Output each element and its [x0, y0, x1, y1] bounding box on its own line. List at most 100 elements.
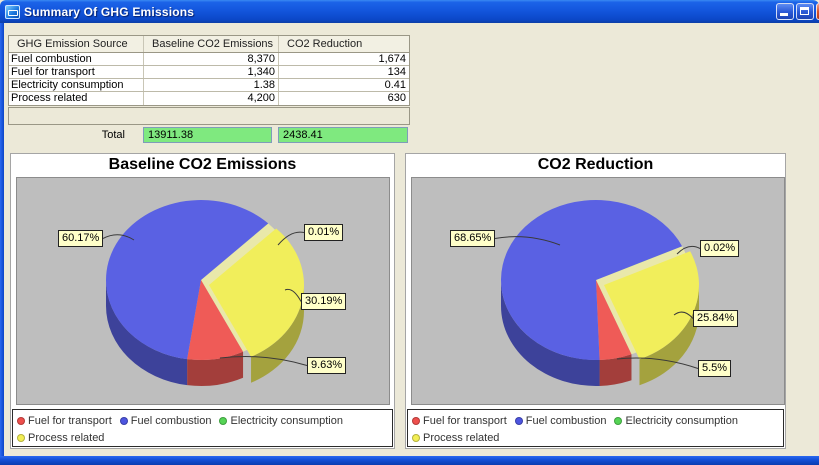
legend-item: Fuel for transport — [17, 412, 112, 429]
maximize-icon — [800, 7, 809, 15]
total-label: Total — [101, 129, 125, 141]
table-cell[interactable]: 630 — [387, 92, 406, 104]
pct-label: 9.63% — [307, 357, 347, 374]
table-cell[interactable]: 1,340 — [144, 66, 279, 78]
legend-label: Fuel for transport — [28, 414, 112, 427]
table-cell[interactable]: 4,200 — [144, 92, 279, 105]
pie-3d — [494, 200, 701, 386]
label-leader-line — [277, 231, 305, 246]
titlebar-buttons — [776, 3, 819, 20]
pie-slice-side — [251, 285, 304, 383]
pie-slice-fuel-for-transport — [187, 280, 244, 360]
table-cell[interactable]: Process related — [9, 92, 144, 105]
label-leader-line — [673, 311, 694, 319]
pct-label: 0.01% — [304, 224, 344, 241]
reduction-chart-title: CO2 Reduction — [537, 156, 654, 173]
window-border-bottom — [0, 456, 819, 465]
table-cell[interactable]: 0.41 — [384, 79, 406, 91]
reduction-chart-legend: Fuel for transport Fuel combustion Electri… — [407, 409, 784, 447]
pie-slice-side — [599, 354, 632, 386]
maximize-button[interactable] — [796, 3, 814, 20]
legend-dot-icon — [219, 416, 228, 425]
total-row: Total 13911.38 2438.41 — [0, 127, 420, 144]
pie-slice-side — [187, 351, 244, 386]
app-icon[interactable] — [5, 4, 20, 19]
pie-slice-process-related — [604, 251, 699, 360]
legend-label: Electricity consumption — [230, 414, 343, 427]
pct-label: 0.02% — [700, 240, 740, 257]
total-reduction-field[interactable]: 2438.41 — [278, 127, 408, 143]
legend-dot-icon — [412, 416, 420, 425]
legend-item: Electricity consumption — [614, 412, 738, 429]
table-row[interactable]: Electricity consumption 1.38 0.41 — [9, 79, 409, 92]
table-cell[interactable]: 1.38 — [144, 79, 279, 91]
legend-dot-icon — [119, 416, 128, 425]
legend-dot-icon — [17, 433, 25, 442]
label-leader-line — [219, 355, 308, 366]
legend-dot-icon — [17, 416, 25, 425]
table-empty-area — [8, 107, 410, 125]
pie-slice-process-related — [209, 228, 305, 357]
table-cell[interactable]: 134 — [387, 66, 406, 78]
pct-label: 60.17% — [58, 230, 104, 247]
minimize-button[interactable] — [776, 3, 794, 20]
pie-3d — [102, 200, 308, 386]
pie-slice-electricity-consumption — [596, 246, 683, 280]
legend-dot-icon — [614, 416, 623, 425]
legend-label: Electricity consumption — [625, 414, 738, 427]
legend-label: Process related — [28, 431, 105, 444]
legend-label: Fuel combustion — [130, 414, 212, 427]
baseline-chart-title: Baseline CO2 Emissions — [108, 156, 297, 173]
legend-item: Electricity consumption — [219, 412, 343, 429]
table-row[interactable]: Fuel combustion 8,370 1,674 — [9, 53, 409, 66]
total-baseline-field[interactable]: 13911.38 — [143, 127, 272, 143]
legend-item: Process related — [17, 429, 104, 446]
legend-label: Fuel for transport — [423, 414, 507, 427]
legend-label: Process related — [423, 431, 500, 444]
baseline-pie-chart: 60.17% 0.01% 30.19% 9.63% — [16, 177, 390, 405]
table-cell[interactable]: Fuel for transport — [9, 66, 144, 78]
table-cell[interactable]: 8,370 — [144, 53, 279, 65]
pie-slice-electricity-consumption — [201, 223, 269, 280]
reduction-chart-panel: CO2 Reduction 68.65% 0.02% 25.84% 5.5% Fuel… — [405, 153, 786, 449]
column-header-baseline[interactable]: Baseline CO2 Emissions — [144, 36, 279, 52]
label-leader-line — [676, 245, 701, 255]
pie-slice-fuel-for-transport — [596, 280, 632, 360]
legend-item: Process related — [412, 429, 499, 446]
pie-slice-side — [501, 280, 600, 386]
legend-item: Fuel combustion — [119, 412, 212, 429]
pct-label: 5.5% — [698, 360, 732, 377]
legend-item: Fuel for transport — [412, 412, 507, 429]
minimize-icon — [780, 13, 788, 16]
close-button[interactable] — [816, 3, 819, 20]
legend-dot-icon — [514, 416, 523, 425]
table-cell[interactable]: Electricity consumption — [9, 79, 144, 91]
table-row[interactable]: Process related 4,200 630 — [9, 92, 409, 105]
table-body: Fuel combustion 8,370 1,674 Fuel for transp… — [9, 53, 409, 105]
table-row[interactable]: Fuel for transport 1,340 134 — [9, 66, 409, 79]
pct-label: 68.65% — [450, 230, 496, 247]
label-leader-line — [494, 236, 561, 246]
legend-dot-icon — [412, 433, 420, 442]
baseline-chart-panel: Baseline CO2 Emissions 60.17% 0.01% 30.19%… — [10, 153, 395, 449]
table-cell[interactable]: Fuel combustion — [9, 53, 144, 65]
baseline-chart-legend: Fuel for transport Fuel combustion Electri… — [12, 409, 393, 447]
legend-label: Fuel combustion — [525, 414, 607, 427]
label-leader-line — [102, 234, 135, 241]
pie-slice-side — [106, 280, 188, 386]
label-leader-line — [284, 288, 302, 302]
pie-slice-fuel-combustion — [501, 200, 683, 360]
table-header-row: GHG Emission Source Baseline CO2 Emissio… — [9, 36, 409, 53]
legend-item: Fuel combustion — [514, 412, 607, 429]
column-header-source[interactable]: GHG Emission Source — [9, 36, 144, 52]
table-cell[interactable]: 1,674 — [378, 53, 406, 65]
pie-slice-side — [639, 285, 699, 386]
title-bar[interactable]: Summary Of GHG Emissions — [0, 0, 819, 23]
pct-label: 25.84% — [693, 310, 739, 327]
emissions-table: GHG Emission Source Baseline CO2 Emissio… — [8, 35, 410, 106]
label-leader-line — [616, 357, 699, 369]
window-title: Summary Of GHG Emissions — [24, 4, 195, 19]
pct-label: 30.19% — [301, 293, 347, 310]
column-header-reduction[interactable]: CO2 Reduction — [287, 38, 363, 50]
